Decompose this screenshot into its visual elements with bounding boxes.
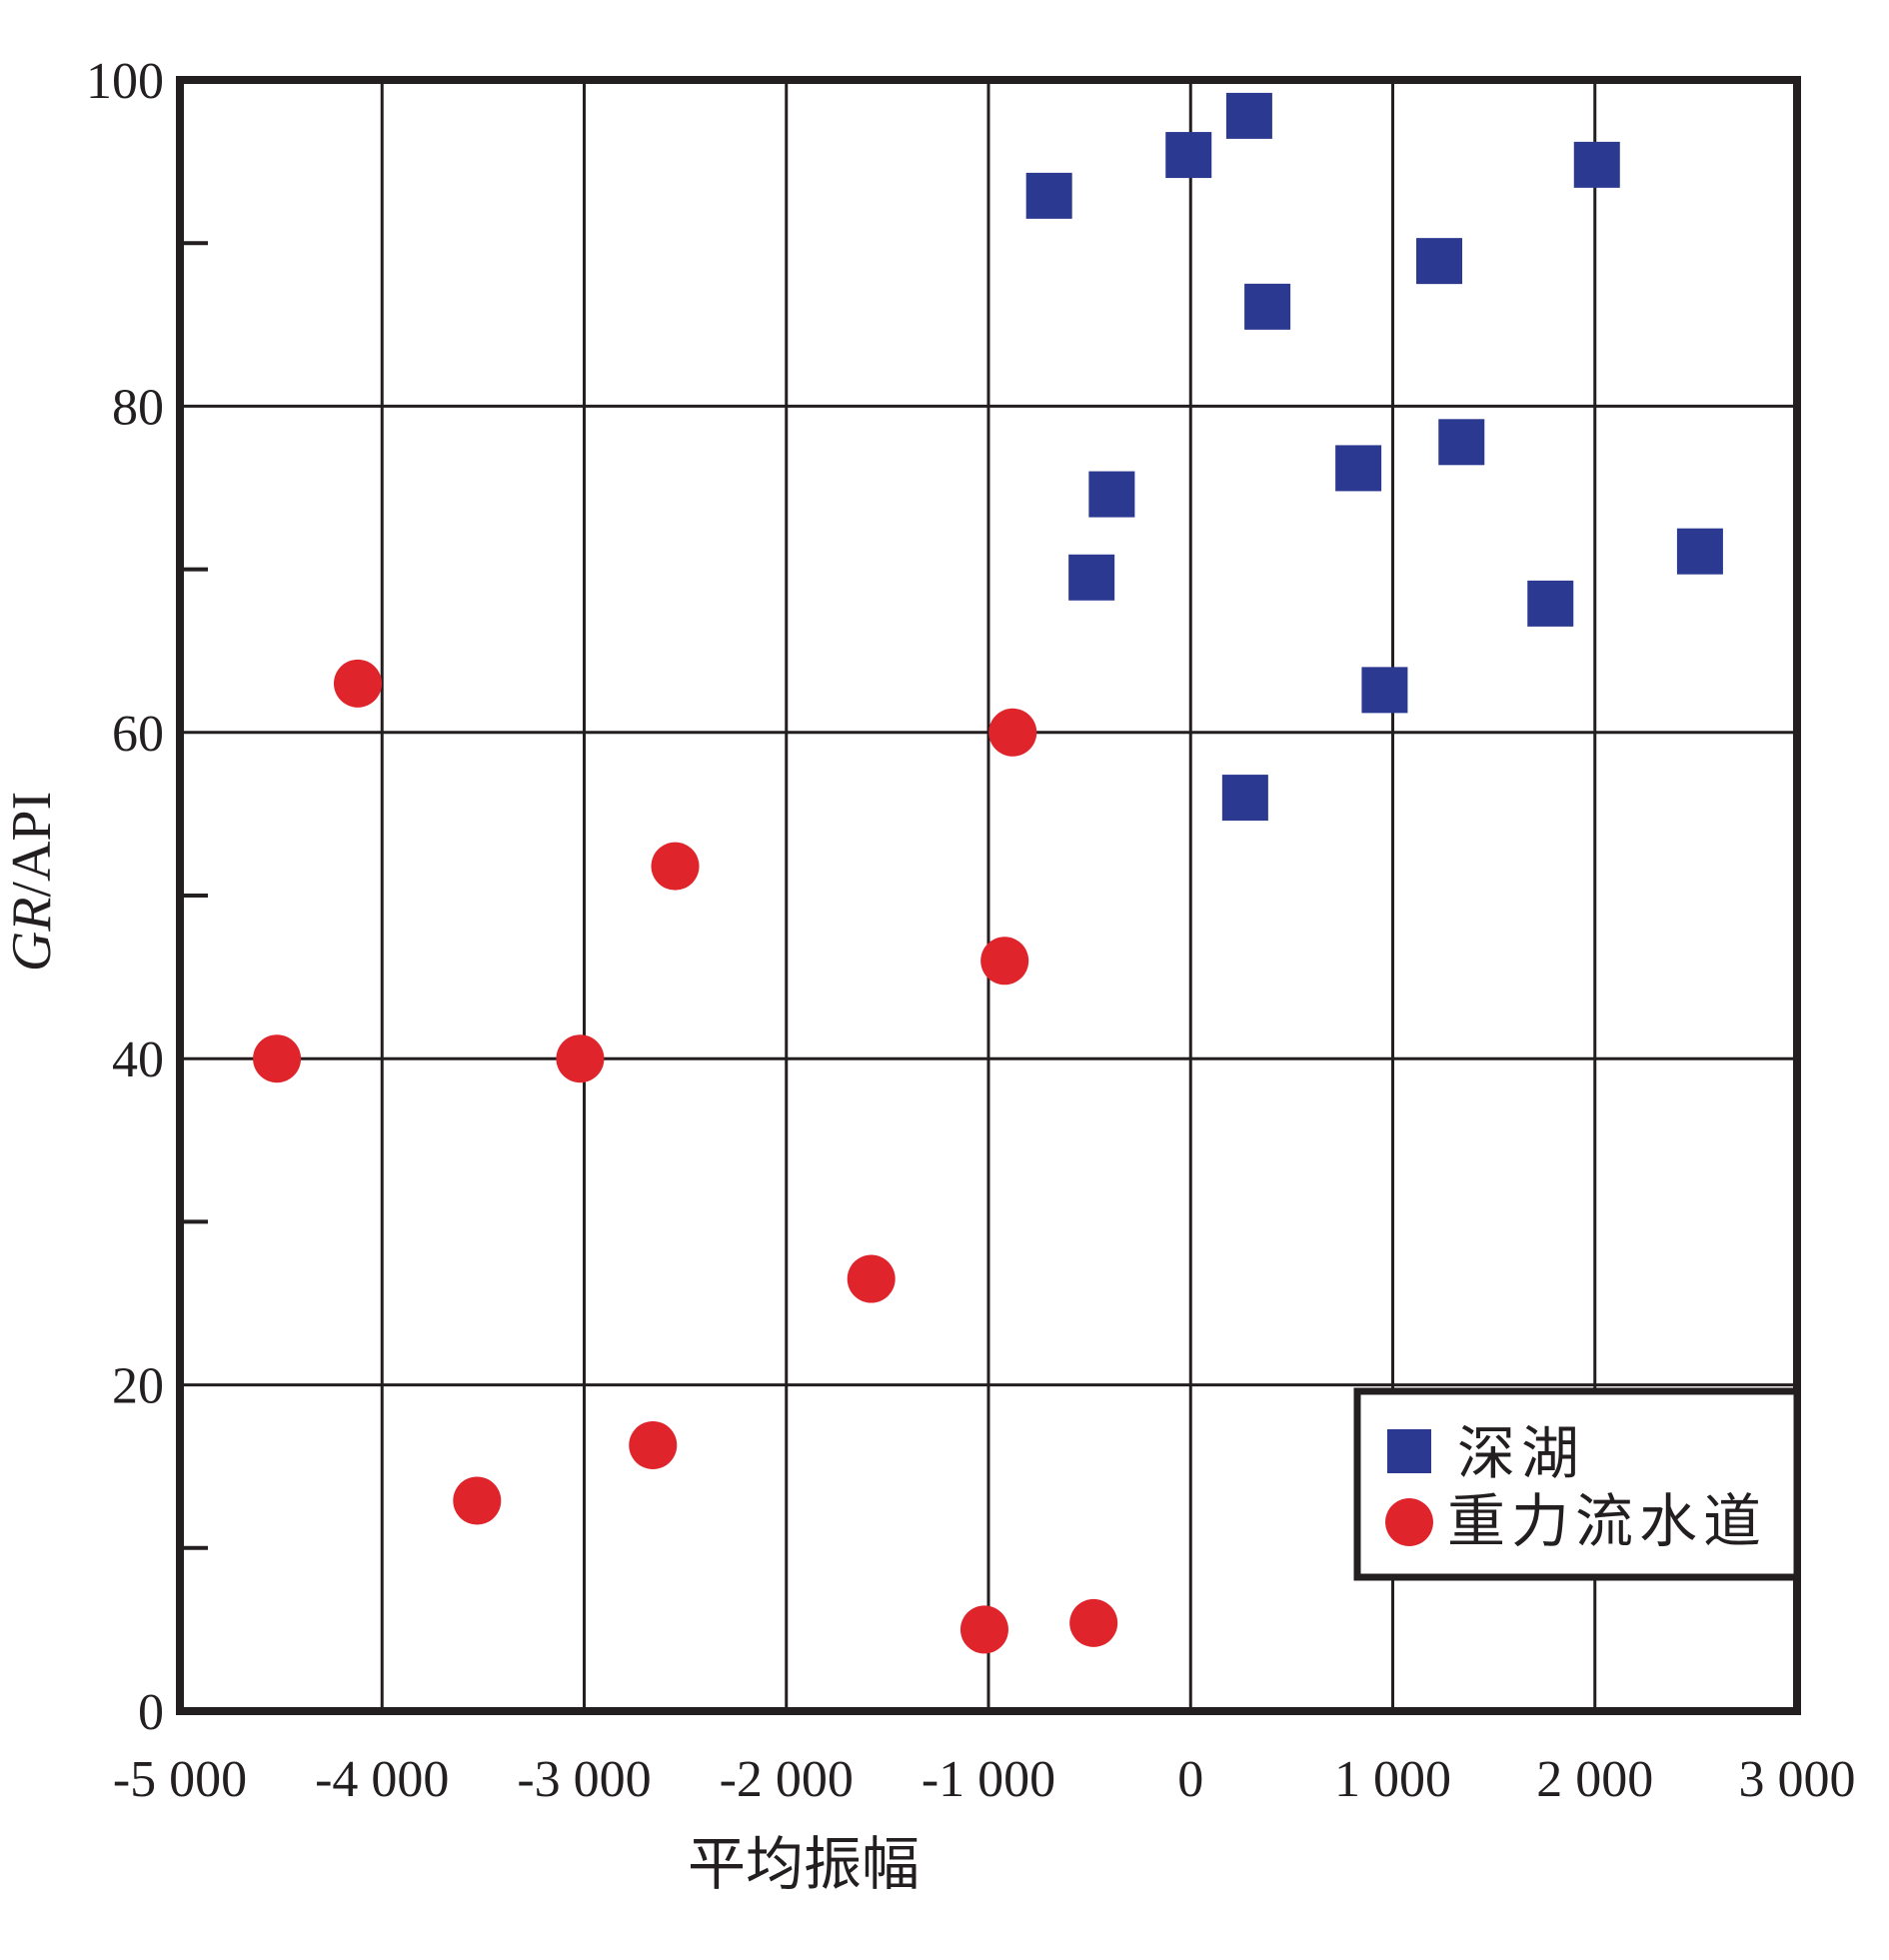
point-deep-lake	[1527, 580, 1574, 627]
point-deep-lake	[1416, 238, 1463, 285]
y-tick-labels: 0 20 40 60 80 100	[86, 53, 164, 1741]
point-deep-lake	[1676, 528, 1723, 575]
point-deep-lake	[1025, 172, 1072, 219]
legend-label-gravity-flow-channel: 重力流水道	[1447, 1487, 1767, 1555]
y-axis-title-italic: GR	[1, 898, 63, 973]
point-gravity-flow-channel	[959, 1605, 1008, 1654]
point-gravity-flow-channel	[453, 1476, 502, 1525]
x-axis-title: 平均振幅	[688, 1830, 920, 1898]
y-axis-title: GR/API	[1, 792, 63, 972]
x-tick-label: 1 000	[1334, 1751, 1451, 1808]
point-deep-lake	[1335, 445, 1382, 492]
data-points	[253, 92, 1723, 1654]
x-tick-label: 0	[1177, 1751, 1203, 1808]
legend: 深湖 重力流水道	[1353, 1387, 1801, 1581]
grid-lines	[180, 80, 1797, 1711]
y-tick-label: 20	[112, 1358, 164, 1415]
legend-marker-square	[1387, 1429, 1431, 1473]
x-tick-label: 2 000	[1536, 1751, 1653, 1808]
point-deep-lake	[1438, 419, 1485, 466]
x-tick-label: -3 000	[517, 1751, 651, 1808]
point-gravity-flow-channel	[651, 842, 700, 891]
point-gravity-flow-channel	[253, 1034, 302, 1083]
x-tick-label: 3 000	[1739, 1751, 1856, 1808]
point-gravity-flow-channel	[556, 1034, 605, 1083]
point-deep-lake	[1221, 775, 1268, 822]
point-deep-lake	[1225, 92, 1272, 139]
legend-marker-circle	[1385, 1498, 1433, 1546]
legend-label-deep-lake: 深湖	[1457, 1419, 1585, 1487]
x-tick-label: -4 000	[315, 1751, 449, 1808]
point-gravity-flow-channel	[980, 937, 1029, 985]
point-deep-lake	[1088, 471, 1135, 518]
point-gravity-flow-channel	[1069, 1598, 1118, 1647]
x-tick-label: -5 000	[113, 1751, 247, 1808]
y-tick-label: 0	[138, 1684, 164, 1741]
point-deep-lake	[1068, 554, 1115, 601]
plot-frame	[176, 76, 1801, 1715]
y-axis-title-unit: /API	[1, 792, 63, 898]
point-gravity-flow-channel	[629, 1420, 678, 1469]
legend-box	[1353, 1387, 1801, 1581]
point-deep-lake	[1573, 141, 1620, 188]
point-deep-lake	[1165, 132, 1212, 179]
x-tick-label: -2 000	[720, 1751, 854, 1808]
y-tick-label: 100	[86, 53, 164, 110]
point-gravity-flow-channel	[988, 708, 1037, 757]
x-tick-labels: -5 000 -4 000 -3 000 -2 000 -1 000 0 1 000 2 00…	[113, 1751, 1856, 1808]
point-deep-lake	[1361, 667, 1408, 714]
x-tick-label: -1 000	[922, 1751, 1055, 1808]
point-gravity-flow-channel	[333, 659, 382, 708]
y-tick-label: 80	[112, 379, 164, 436]
point-deep-lake	[1244, 283, 1291, 330]
y-tick-label: 40	[112, 1031, 164, 1088]
y-tick-label: 60	[112, 706, 164, 763]
point-gravity-flow-channel	[847, 1254, 896, 1303]
y-minor-ticks	[180, 241, 208, 1550]
